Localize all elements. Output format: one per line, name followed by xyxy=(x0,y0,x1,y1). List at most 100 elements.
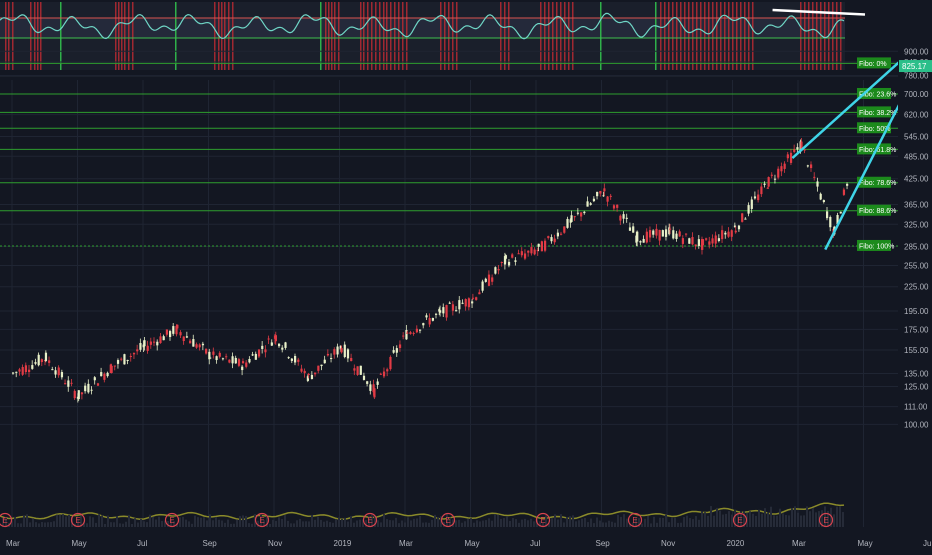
rsi-overbought-bar xyxy=(115,2,117,70)
price-axis[interactable]: 80604020.00900.00845.00780.00700.00620.0… xyxy=(898,0,932,550)
volume-bar xyxy=(815,512,817,527)
candle-body xyxy=(701,239,705,246)
volume-bar xyxy=(437,516,439,527)
rsi-overbought-bar xyxy=(804,2,806,70)
time-tick-label: May xyxy=(465,539,480,548)
volume-bar xyxy=(143,521,145,527)
candle-body xyxy=(547,236,550,238)
candle-body xyxy=(185,336,189,338)
rsi-pane[interactable] xyxy=(0,2,866,70)
candle-body xyxy=(159,336,162,344)
earnings-marker[interactable] xyxy=(0,512,13,528)
volume-bar xyxy=(395,517,397,527)
rsi-overbought-bar xyxy=(338,2,340,70)
candle-body xyxy=(415,328,418,333)
earnings-marker[interactable] xyxy=(732,512,748,528)
rsi-overbought-bar xyxy=(664,2,666,70)
candle-body xyxy=(77,390,80,400)
volume-bar xyxy=(173,521,175,527)
wedge-trend-line[interactable] xyxy=(791,54,908,159)
volume-bar xyxy=(368,515,370,527)
candle-body xyxy=(51,369,54,371)
rsi-overbought-bar xyxy=(214,2,216,70)
volume-bar xyxy=(281,518,283,527)
fibonacci-label: Fibo: 88.6% xyxy=(859,208,896,215)
price-tick-label: 285.00 xyxy=(904,243,929,252)
time-tick-label: Mar xyxy=(792,539,806,548)
earnings-marker[interactable] xyxy=(362,512,378,528)
earnings-marker[interactable] xyxy=(254,512,270,528)
earnings-marker-label: E xyxy=(445,516,450,525)
candle-body xyxy=(536,249,539,252)
volume-bar xyxy=(308,521,310,527)
earnings-marker[interactable] xyxy=(535,512,551,528)
volume-bar xyxy=(794,506,796,527)
candle-body xyxy=(245,362,248,367)
volume-bar xyxy=(593,523,595,527)
time-tick-label: Jul xyxy=(923,539,932,548)
candle-body xyxy=(326,353,330,356)
candle-body xyxy=(96,383,100,386)
rsi-overbought-bar xyxy=(30,2,32,70)
price-tick-label: 155.00 xyxy=(904,346,929,355)
candle-body xyxy=(435,313,438,315)
rsi-overbought-bar xyxy=(456,2,458,70)
earnings-marker[interactable] xyxy=(627,512,643,528)
volume-bar xyxy=(800,515,802,527)
rsi-overbought-bar xyxy=(363,2,365,70)
volume-bar xyxy=(620,516,622,527)
candle-body xyxy=(307,373,310,375)
earnings-marker[interactable] xyxy=(164,512,180,528)
volume-bar xyxy=(632,522,634,527)
volume-bar xyxy=(425,522,427,527)
volume-bar xyxy=(713,515,715,527)
volume-bar xyxy=(59,514,61,527)
volume-bar xyxy=(146,522,148,527)
price-tick-label: 780.00 xyxy=(904,72,929,81)
rsi-overbought-bar xyxy=(390,2,392,70)
candle-body xyxy=(376,381,379,385)
volume-bar xyxy=(212,520,214,527)
volume-bar xyxy=(248,523,250,527)
time-axis[interactable]: Mar May Jul Sep Nov 2019 Mar May Jul Sep Nov 2020 Ma… xyxy=(0,530,932,550)
candle-body xyxy=(116,360,120,364)
price-tick-label: 175.00 xyxy=(904,325,929,334)
rsi-overbought-bar xyxy=(328,2,330,70)
volume-bar xyxy=(776,515,778,527)
earnings-marker[interactable] xyxy=(70,512,86,528)
volume-bar xyxy=(611,521,613,527)
candle-body xyxy=(237,359,241,366)
candle-body xyxy=(93,377,96,381)
earnings-marker[interactable] xyxy=(818,512,834,528)
price-pane[interactable]: Fibo: 0% Fibo: 23.6% Fibo: 38.2% Fibo: 50% F… xyxy=(0,25,932,528)
candle-body xyxy=(353,368,356,371)
volume-bar xyxy=(119,523,121,527)
volume-bar xyxy=(164,520,166,527)
volume-bar xyxy=(557,519,559,527)
candle-body xyxy=(846,183,849,186)
volume-bar xyxy=(758,509,760,527)
volume-bar xyxy=(725,513,727,527)
rsi-overbought-bar xyxy=(444,2,446,70)
candle-body xyxy=(409,332,412,334)
volume-bar xyxy=(113,522,115,527)
candle-body xyxy=(475,297,478,300)
volume-bar xyxy=(791,508,793,527)
earnings-marker[interactable] xyxy=(440,512,456,528)
volume-bar xyxy=(215,517,217,527)
candle-body xyxy=(455,310,458,312)
candle-body xyxy=(517,253,520,255)
candle-body xyxy=(813,176,816,178)
volume-bar xyxy=(23,515,25,527)
candle-body xyxy=(182,336,185,342)
volume-bar xyxy=(635,517,637,527)
volume-bar xyxy=(245,515,247,527)
volume-bar xyxy=(41,521,43,527)
candle-body xyxy=(527,250,530,253)
rsi-overbought-bar xyxy=(728,2,730,70)
volume-bar xyxy=(341,518,343,527)
rsi-trend-line[interactable] xyxy=(772,8,866,16)
volume-bar xyxy=(494,514,496,527)
